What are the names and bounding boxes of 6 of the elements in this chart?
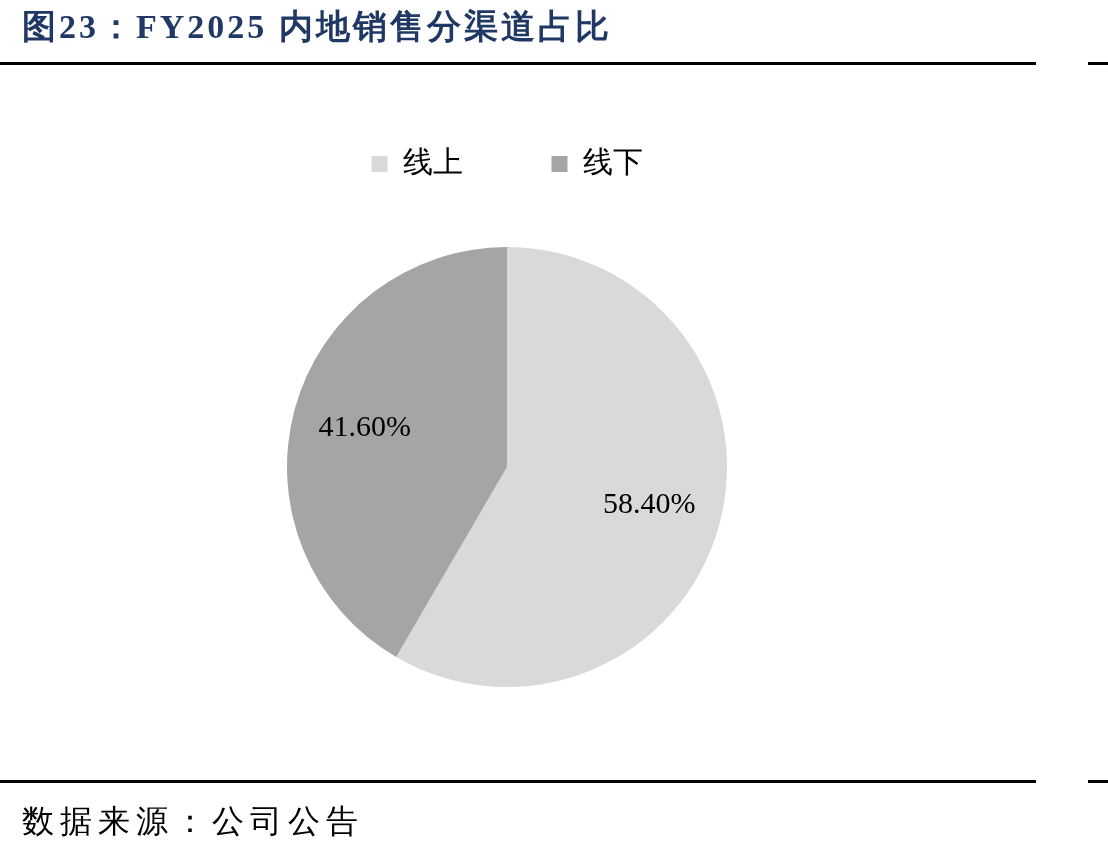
data-label: 58.40% bbox=[603, 486, 696, 520]
legend-label: 线下 bbox=[582, 144, 643, 178]
data-label: 41.60% bbox=[318, 409, 411, 443]
chart-title: 图23：FY2025 内地销售分渠道占比 bbox=[22, 7, 612, 47]
legend-label: 线上 bbox=[402, 144, 463, 178]
source-note: 数据来源：公司公告 bbox=[22, 802, 364, 841]
